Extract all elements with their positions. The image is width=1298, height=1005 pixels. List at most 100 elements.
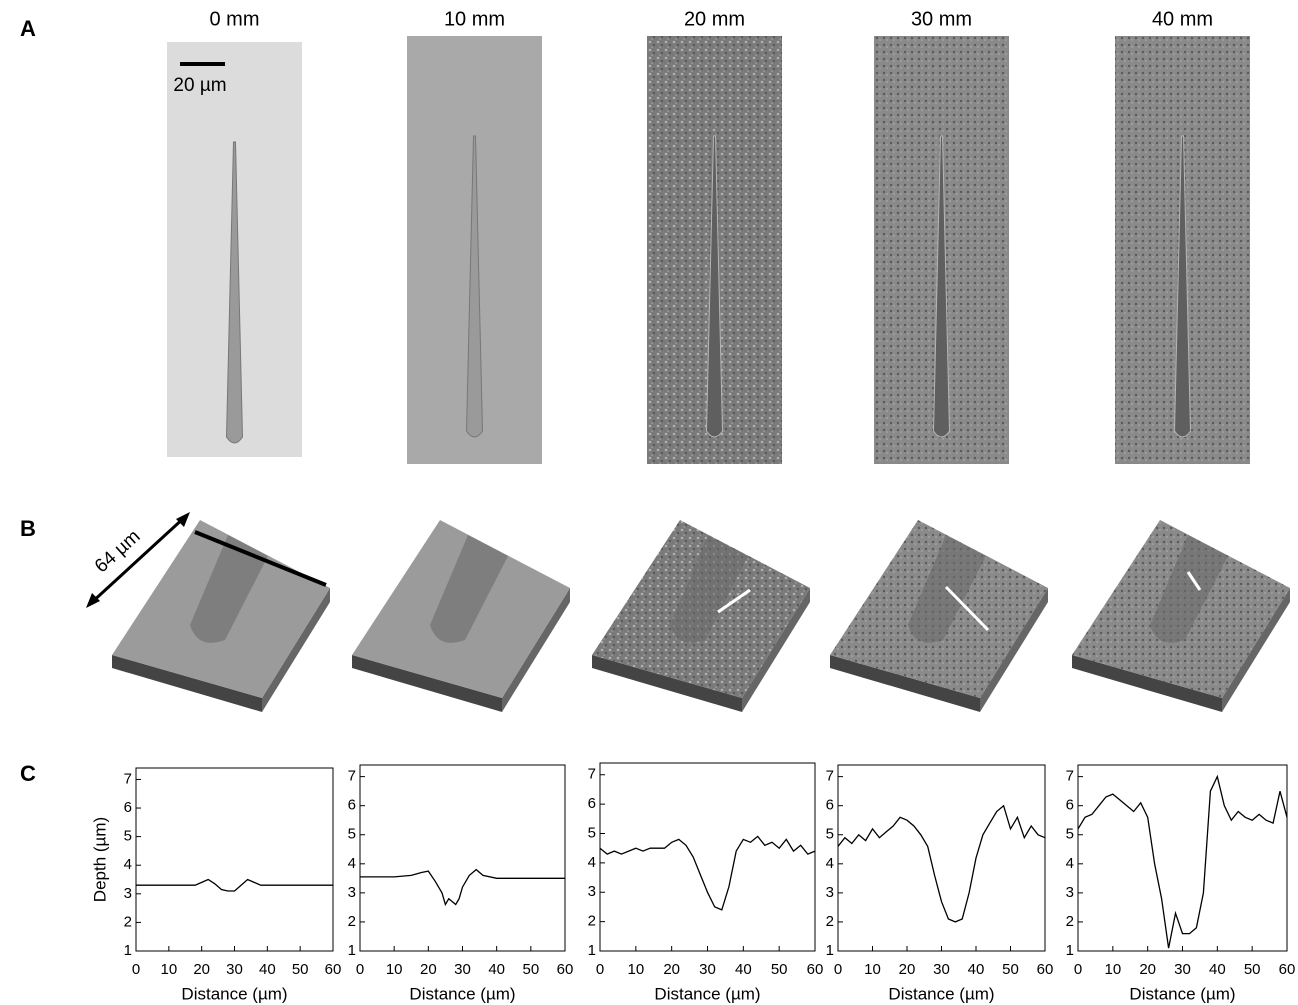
plot-frame bbox=[837, 764, 1046, 952]
plot-frame bbox=[135, 767, 334, 952]
x-tick-label: 0 bbox=[356, 961, 364, 978]
x-tick-label: 40 bbox=[1209, 961, 1226, 978]
y-tick-label: 7 bbox=[124, 770, 132, 787]
y-tick-label: 2 bbox=[826, 913, 834, 930]
y-tick-label: 6 bbox=[1066, 797, 1074, 814]
x-tick-label: 30 bbox=[454, 961, 471, 978]
x-tick-label: 60 bbox=[807, 961, 824, 978]
x-axis-label: Distance (µm) bbox=[181, 984, 287, 1003]
x-tick-label: 50 bbox=[1002, 961, 1019, 978]
x-axis-label: Distance (µm) bbox=[654, 984, 760, 1003]
y-tick-label: 6 bbox=[588, 795, 596, 812]
surface-side bbox=[830, 655, 980, 712]
y-tick-label: 7 bbox=[1066, 768, 1074, 785]
x-tick-label: 60 bbox=[325, 961, 342, 978]
surface-side bbox=[262, 588, 330, 712]
surface-side bbox=[352, 655, 502, 712]
surface-side bbox=[112, 655, 262, 712]
groove bbox=[465, 135, 484, 438]
y-tick-label: 5 bbox=[348, 826, 356, 843]
data-line bbox=[360, 868, 565, 907]
y-tick-label: 4 bbox=[348, 855, 356, 872]
y-axis-label: Depth (µm) bbox=[90, 817, 109, 902]
trench bbox=[670, 535, 748, 643]
x-tick-label: 10 bbox=[627, 961, 644, 978]
y-tick-label: 1 bbox=[124, 942, 132, 959]
y-tick-label: 5 bbox=[124, 828, 132, 845]
data-line bbox=[837, 804, 1046, 923]
x-tick-label: 20 bbox=[663, 961, 680, 978]
x-tick-label: 20 bbox=[899, 961, 916, 978]
surface-side bbox=[980, 588, 1048, 712]
surface-side bbox=[742, 588, 810, 712]
x-tick-label: 40 bbox=[968, 961, 985, 978]
x-tick-label: 0 bbox=[834, 961, 842, 978]
x-tick-label: 50 bbox=[522, 961, 539, 978]
dimension-arrow bbox=[88, 514, 188, 606]
panel-label: B bbox=[20, 516, 36, 541]
arrow-head bbox=[86, 593, 100, 608]
x-tick-label: 40 bbox=[259, 961, 276, 978]
y-tick-label: 4 bbox=[1066, 855, 1074, 872]
y-tick-label: 3 bbox=[1066, 884, 1074, 901]
x-axis-label: Distance (µm) bbox=[888, 984, 994, 1003]
y-tick-label: 3 bbox=[588, 883, 596, 900]
data-line bbox=[599, 835, 816, 911]
groove bbox=[932, 135, 951, 438]
arrow bbox=[1186, 571, 1202, 591]
y-tick-label: 7 bbox=[826, 768, 834, 785]
x-tick-label: 10 bbox=[864, 961, 881, 978]
x-tick-label: 10 bbox=[386, 961, 403, 978]
x-tick-label: 10 bbox=[160, 961, 177, 978]
data-line bbox=[1077, 774, 1288, 949]
x-tick-label: 60 bbox=[557, 961, 574, 978]
surface-side bbox=[592, 655, 742, 712]
y-tick-label: 2 bbox=[1066, 913, 1074, 930]
x-tick-label: 30 bbox=[1174, 961, 1191, 978]
x-tick-label: 30 bbox=[226, 961, 243, 978]
x-tick-label: 60 bbox=[1279, 961, 1296, 978]
image-title: 30 mm bbox=[911, 8, 972, 30]
image-title: 10 mm bbox=[444, 8, 505, 30]
y-tick-label: 1 bbox=[348, 942, 356, 959]
y-tick-label: 7 bbox=[588, 766, 596, 783]
groove bbox=[225, 141, 244, 444]
plot-frame bbox=[359, 764, 566, 952]
y-tick-label: 2 bbox=[124, 913, 132, 930]
image-title: 40 mm bbox=[1152, 8, 1213, 30]
x-tick-label: 10 bbox=[1104, 961, 1121, 978]
x-axis-label: Distance (µm) bbox=[409, 984, 515, 1003]
surface-side bbox=[1222, 588, 1290, 712]
x-tick-label: 0 bbox=[596, 961, 604, 978]
y-tick-label: 6 bbox=[348, 797, 356, 814]
x-tick-label: 40 bbox=[488, 961, 505, 978]
x-tick-label: 20 bbox=[193, 961, 210, 978]
x-tick-label: 0 bbox=[132, 961, 140, 978]
y-tick-label: 2 bbox=[588, 913, 596, 930]
groove bbox=[705, 135, 724, 438]
trench bbox=[190, 535, 268, 643]
arrow bbox=[717, 588, 751, 614]
y-tick-label: 5 bbox=[588, 824, 596, 841]
x-tick-label: 50 bbox=[292, 961, 309, 978]
y-tick-label: 4 bbox=[588, 854, 596, 871]
x-tick-label: 50 bbox=[1244, 961, 1261, 978]
panel-label: C bbox=[20, 761, 36, 786]
data-line bbox=[136, 878, 333, 892]
y-tick-label: 4 bbox=[124, 856, 132, 873]
x-tick-label: 30 bbox=[933, 961, 950, 978]
y-tick-label: 5 bbox=[1066, 826, 1074, 843]
y-tick-label: 3 bbox=[826, 884, 834, 901]
x-tick-label: 40 bbox=[735, 961, 752, 978]
x-tick-label: 0 bbox=[1074, 961, 1082, 978]
y-tick-label: 4 bbox=[826, 855, 834, 872]
arrow-head bbox=[176, 512, 190, 527]
surface-side bbox=[1072, 655, 1222, 712]
y-tick-label: 1 bbox=[588, 942, 596, 959]
x-tick-label: 20 bbox=[420, 961, 437, 978]
y-tick-label: 1 bbox=[826, 942, 834, 959]
dimension-label: 64 µm bbox=[91, 526, 145, 577]
y-tick-label: 2 bbox=[348, 913, 356, 930]
x-tick-label: 30 bbox=[699, 961, 716, 978]
